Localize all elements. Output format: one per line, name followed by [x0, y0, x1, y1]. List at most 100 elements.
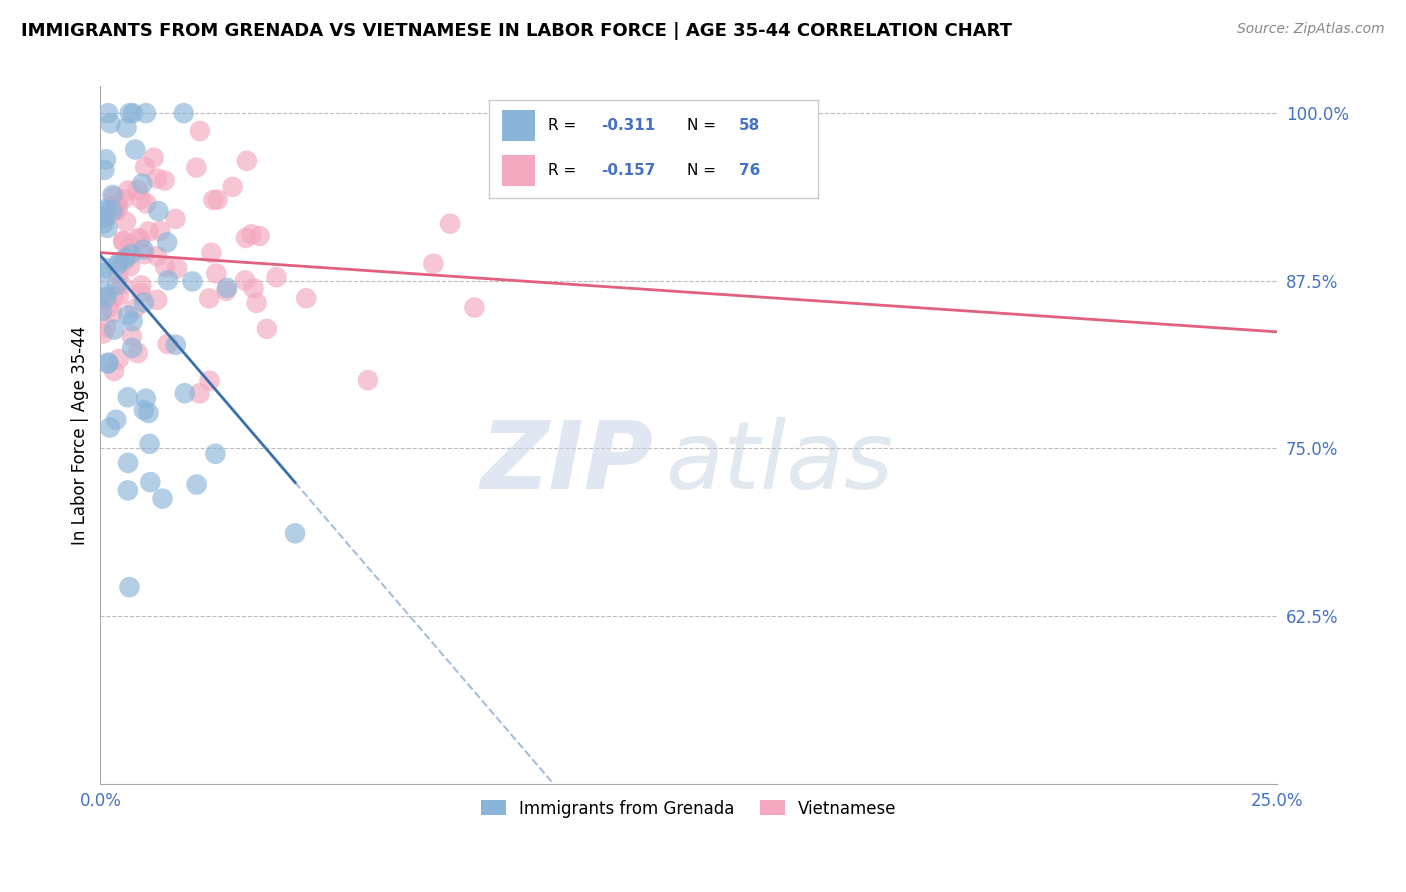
Point: [127, 183, 149, 197]
Point: [127, 346, 149, 360]
Point: [108, 254, 131, 268]
Point: [115, 120, 138, 135]
Point: [233, 273, 256, 287]
Point: [97, 106, 120, 120]
Point: [198, 374, 221, 388]
Point: [94, 153, 117, 167]
Point: [103, 290, 125, 304]
Point: [146, 293, 169, 307]
Point: [135, 392, 157, 406]
Point: [186, 477, 208, 491]
Point: [138, 224, 160, 238]
Point: [112, 192, 135, 206]
Point: [103, 364, 125, 378]
Point: [132, 243, 155, 257]
Point: [94, 285, 117, 300]
Point: [202, 193, 225, 207]
Point: [101, 188, 124, 202]
Point: [153, 173, 176, 187]
Point: [146, 171, 169, 186]
Point: [124, 143, 146, 157]
Point: [121, 341, 143, 355]
Point: [108, 289, 131, 303]
Point: [118, 238, 141, 252]
Point: [117, 184, 139, 198]
Point: [422, 257, 444, 271]
Point: [105, 413, 128, 427]
Point: [188, 124, 211, 138]
Point: [142, 151, 165, 165]
Point: [108, 351, 131, 366]
Point: [101, 306, 124, 320]
Point: [93, 162, 115, 177]
Point: [124, 301, 146, 316]
Point: [207, 193, 229, 207]
Point: [138, 437, 160, 451]
Point: [284, 526, 307, 541]
Point: [118, 106, 141, 120]
Point: [117, 308, 139, 322]
Point: [101, 203, 124, 218]
Point: [236, 153, 259, 168]
Point: [266, 270, 288, 285]
Point: [93, 216, 115, 230]
Point: [204, 447, 226, 461]
Point: [156, 273, 179, 287]
Point: [112, 235, 135, 249]
Point: [96, 210, 118, 224]
Point: [120, 260, 142, 274]
Point: [135, 106, 157, 120]
Text: IMMIGRANTS FROM GRENADA VS VIETNAMESE IN LABOR FORCE | AGE 35-44 CORRELATION CHA: IMMIGRANTS FROM GRENADA VS VIETNAMESE IN…: [21, 22, 1012, 40]
Point: [98, 116, 121, 130]
Point: [98, 420, 121, 434]
Point: [205, 267, 228, 281]
Point: [181, 274, 204, 288]
Point: [121, 329, 143, 343]
Point: [132, 403, 155, 417]
Point: [96, 203, 118, 218]
Point: [118, 580, 141, 594]
Point: [122, 106, 145, 120]
Point: [135, 196, 157, 211]
Point: [111, 277, 134, 292]
Point: [91, 304, 114, 318]
Text: ZIP: ZIP: [481, 417, 654, 509]
Point: [96, 290, 118, 304]
Point: [148, 204, 170, 219]
Point: [114, 252, 136, 266]
Point: [186, 161, 208, 175]
Point: [215, 284, 238, 298]
Point: [94, 260, 117, 275]
Point: [221, 179, 243, 194]
Point: [97, 357, 120, 371]
Point: [103, 204, 125, 219]
Point: [105, 197, 128, 211]
Point: [97, 301, 120, 315]
Point: [129, 192, 152, 206]
Point: [173, 106, 195, 120]
Point: [173, 386, 195, 401]
Point: [104, 197, 127, 211]
Point: [357, 373, 380, 387]
Point: [152, 491, 174, 506]
Point: [129, 232, 152, 246]
Point: [91, 211, 114, 225]
Point: [132, 295, 155, 310]
Point: [127, 231, 149, 245]
Point: [463, 301, 485, 315]
Point: [107, 268, 129, 282]
Point: [107, 202, 129, 217]
Point: [115, 214, 138, 228]
Point: [156, 235, 179, 250]
Point: [249, 229, 271, 244]
Point: [134, 160, 156, 174]
Point: [117, 456, 139, 470]
Point: [165, 338, 187, 352]
Point: [97, 208, 120, 222]
Point: [217, 281, 239, 295]
Point: [138, 406, 160, 420]
Point: [129, 285, 152, 300]
Legend: Immigrants from Grenada, Vietnamese: Immigrants from Grenada, Vietnamese: [474, 793, 904, 824]
Point: [107, 196, 129, 211]
Point: [93, 293, 115, 307]
